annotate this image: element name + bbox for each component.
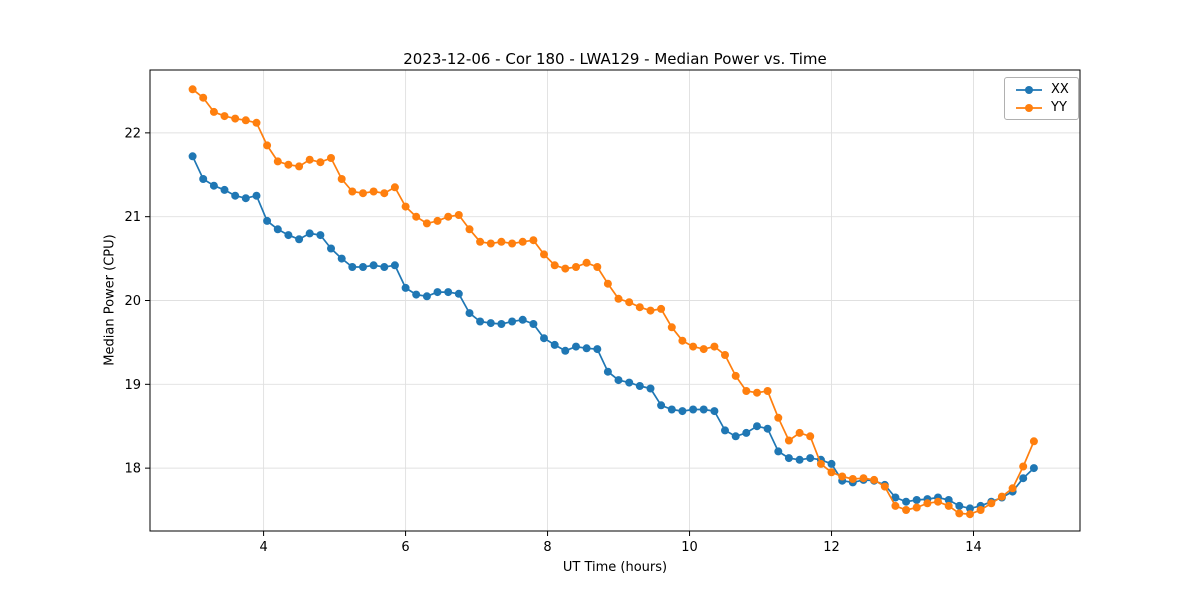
svg-text:14: 14 [965,540,982,555]
y-axis-label: Median Power (CPU) [102,234,118,366]
legend: XX YY [1004,77,1079,120]
chart-title: 2023-12-06 - Cor 180 - LWA129 - Median P… [403,50,827,68]
svg-text:12: 12 [823,540,840,555]
legend-label-xx: XX [1051,82,1069,97]
svg-text:18: 18 [124,462,141,477]
x-axis-label: UT Time (hours) [562,560,668,575]
svg-text:19: 19 [124,378,141,393]
legend-label-yy: YY [1051,100,1067,115]
xx-line-swatch [1016,85,1042,94]
svg-text:20: 20 [124,294,141,309]
svg-text:4: 4 [259,540,267,555]
svg-text:8: 8 [543,540,551,555]
svg-text:22: 22 [124,126,141,141]
legend-item-xx: XX [1014,82,1069,97]
svg-text:6: 6 [401,540,409,555]
svg-text:10: 10 [681,540,698,555]
svg-text:21: 21 [124,210,141,225]
legend-item-yy: YY [1014,100,1069,115]
yy-line-swatch [1016,103,1042,112]
